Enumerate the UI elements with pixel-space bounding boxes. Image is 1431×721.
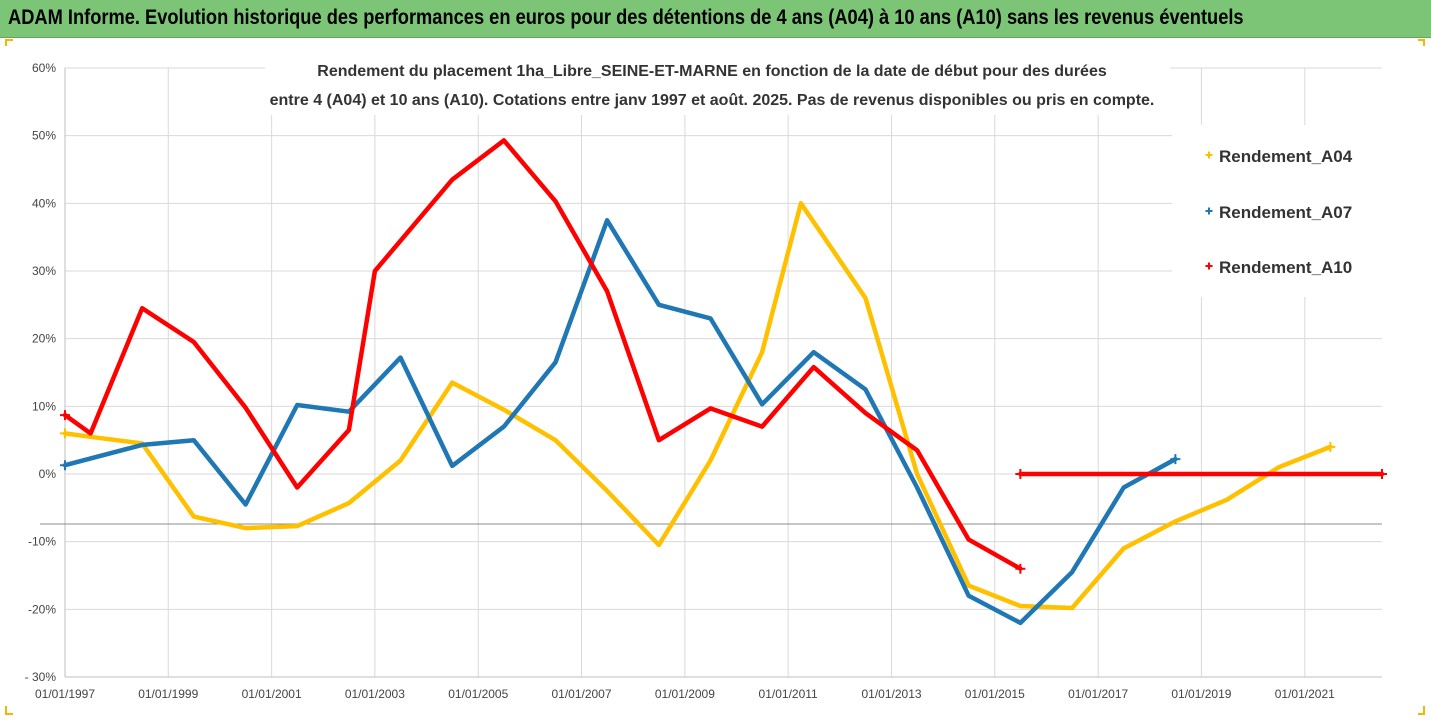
series-line-rendement-a10 [62, 138, 1023, 571]
x-tick-label: 01/01/2019 [1171, 687, 1231, 701]
x-tick-label: 01/01/2007 [551, 687, 611, 701]
legend-label: Rendement_A07 [1219, 203, 1352, 222]
legend-label: Rendement_A04 [1219, 147, 1353, 166]
x-tick-label: 01/01/2015 [965, 687, 1025, 701]
series-end-marker [60, 460, 70, 471]
series-end-marker [1170, 454, 1181, 465]
x-tick-label: 01/01/1997 [35, 687, 95, 701]
series [60, 138, 1387, 626]
legend: Rendement_A04 Rendement_A07 Rendement_A10 [1172, 125, 1382, 297]
series-end-marker [1377, 469, 1387, 479]
title-banner: ADAM Informe. Evolution historique des p… [0, 0, 1431, 38]
chart-title-line-2: entre 4 (A04) et 10 ans (A10). Cotations… [270, 92, 1155, 109]
chart-title-line-1: Rendement du placement 1ha_Libre_SEINE-E… [317, 63, 1107, 80]
x-tick-label: 01/01/2009 [655, 687, 715, 701]
grid [64, 67, 1382, 678]
y-tick-label: 40% [32, 196, 56, 210]
x-tick-label: 01/01/2001 [242, 687, 302, 701]
y-tick-label: 50% [32, 129, 56, 143]
series-end-marker [1015, 469, 1026, 479]
series-end-marker [1325, 441, 1336, 452]
y-tick-label: 60% [32, 61, 56, 75]
y-tick-label: 20% [32, 332, 56, 346]
frame-corners [5, 39, 1425, 715]
x-tick-label: 01/01/2013 [861, 687, 921, 701]
x-tick-label: 01/01/1999 [138, 687, 198, 701]
y-tick-label: -20% [28, 602, 56, 616]
chart-title: Rendement du placement 1ha_Libre_SEINE-E… [265, 53, 1170, 115]
legend-marker [1205, 151, 1213, 159]
series-line-rendement-a07 [62, 218, 1178, 626]
series-end-marker [1015, 563, 1026, 574]
series-end-marker [60, 410, 70, 421]
x-tick-label: 01/01/2005 [448, 687, 508, 701]
x-tick-label: 01/01/2003 [345, 687, 405, 701]
x-tick-label: 01/01/2011 [759, 687, 818, 701]
legend-label: Rendement_A10 [1219, 258, 1352, 277]
y-tick-label: -10% [28, 535, 56, 549]
banner-title: ADAM Informe. Evolution historique des p… [8, 6, 1244, 29]
x-tick-label: 01/01/2017 [1068, 687, 1128, 701]
legend-marker [1205, 262, 1213, 270]
series-line-rendement-a04 [62, 201, 1333, 611]
series-end-marker [60, 428, 70, 439]
y-tick-label: 0% [39, 467, 57, 481]
axes: - 30% -20% -10% 0% 10% 20% 30% 40% 50% 60% 01/01/1… [25, 61, 1382, 701]
legend-marker [1205, 207, 1213, 215]
y-tick-label: 10% [32, 399, 56, 413]
y-tick-label: - 30% [25, 670, 57, 684]
x-tick-label: 01/01/2021 [1275, 687, 1335, 701]
y-tick-label: 30% [32, 264, 56, 278]
